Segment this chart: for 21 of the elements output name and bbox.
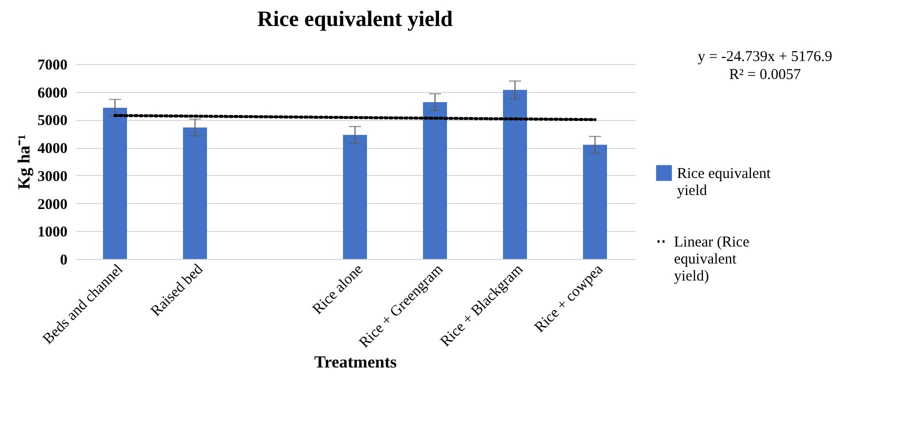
- text: y = -24.739x + 5176.9: [698, 49, 832, 65]
- y-tick-label: 1000: [38, 224, 68, 241]
- chart-title: Rice equivalent yield: [257, 6, 453, 31]
- x-axis-title: Treatments: [314, 352, 398, 372]
- bar: [103, 108, 127, 259]
- text: R² = 0.0057: [729, 67, 802, 83]
- bar: [343, 134, 367, 259]
- y-tick-label: 4000: [38, 141, 68, 158]
- y-tick-label: 0: [60, 252, 68, 268]
- y-tick-label: 6000: [38, 85, 68, 102]
- bar: [423, 102, 447, 259]
- bar: [583, 144, 607, 259]
- y-tick-label: 2000: [38, 196, 68, 213]
- y-tick-label: 3000: [38, 168, 68, 185]
- y-tick-label: 7000: [38, 58, 68, 74]
- legend-label: Rice equivalent yield: [677, 166, 772, 199]
- y-axis-title: Kg ha⁻¹: [14, 134, 34, 190]
- bar: [183, 128, 207, 259]
- y-tick-label: 5000: [38, 113, 68, 130]
- legend-label: Linear (Rice equivalent yield): [674, 234, 750, 284]
- bar: [503, 90, 527, 259]
